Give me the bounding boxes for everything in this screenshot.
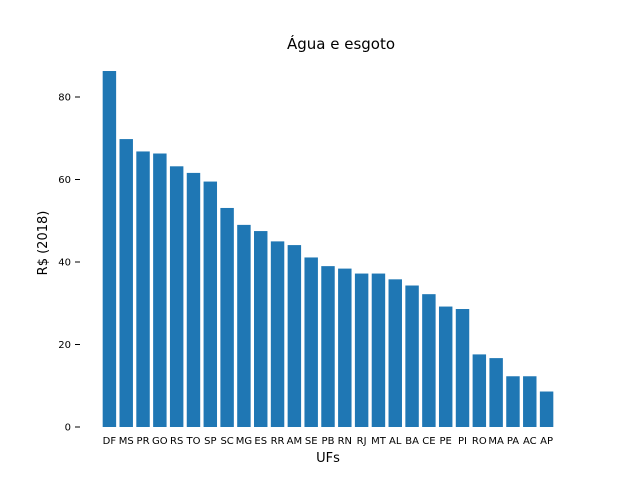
x-tick-label-to: TO (185, 436, 200, 447)
x-tick-label-mt: MT (371, 436, 387, 447)
bar-am (287, 245, 302, 427)
x-tick-label-df: DF (103, 436, 117, 447)
x-tick-label-ac: AC (523, 436, 537, 447)
bars-layer (102, 71, 554, 428)
x-tick-label-am: AM (287, 436, 302, 447)
x-tick-label-pb: PB (322, 436, 335, 447)
x-tick-label-sc: SC (220, 436, 233, 447)
x-tick-label-rn: RN (338, 436, 352, 447)
x-tick-label-al: AL (389, 436, 402, 447)
x-tick-label-ba: BA (405, 436, 419, 447)
y-axis-title: R$ (2018) (36, 211, 51, 276)
x-tick-label-rj: RJ (357, 436, 367, 447)
bar-ro (472, 354, 487, 427)
x-tick-label-ce: CE (422, 436, 435, 447)
bar-rn (338, 268, 352, 427)
x-axis-title: UFs (316, 451, 340, 466)
bar-pr (136, 151, 150, 427)
x-tick-label-pa: PA (507, 436, 519, 447)
x-tick-label-pi: PI (458, 436, 467, 447)
bar-rs (169, 166, 184, 428)
bar-rj (354, 273, 369, 427)
bar-sp (203, 181, 218, 427)
bar-ms (119, 139, 133, 427)
y-tick-label-20: 20 (58, 340, 71, 351)
bar-go (153, 153, 167, 427)
x-tick-label-rs: RS (170, 436, 183, 447)
x-tick-label-ap: AP (540, 436, 553, 447)
bar-pe (438, 306, 453, 427)
y-tick-label-60: 60 (58, 175, 71, 186)
bar-to (186, 172, 201, 427)
x-tick-label-pe: PE (440, 436, 452, 447)
x-tick-label-ma: MA (488, 436, 504, 447)
bar-al (388, 279, 402, 427)
bar-ma (489, 358, 503, 427)
bar-ba (405, 285, 419, 427)
y-tick-label-40: 40 (58, 258, 71, 269)
bar-rr (270, 241, 285, 428)
bar-ap (539, 391, 554, 427)
bar-pa (506, 376, 520, 427)
y-axis: 0 20 40 60 80 (58, 93, 80, 434)
chart-title: Água e esgoto (287, 34, 395, 53)
bar-es (254, 231, 268, 427)
bar-ac (523, 376, 537, 427)
x-tick-label-se: SE (305, 436, 318, 447)
bar-se (304, 257, 318, 427)
y-tick-label-80: 80 (58, 93, 71, 104)
bar-pb (321, 266, 335, 428)
x-tick-label-go: GO (152, 436, 168, 447)
bar-sc (220, 207, 234, 427)
x-tick-label-ms: MS (119, 436, 134, 447)
bar-mg (237, 224, 251, 427)
x-tick-label-rr: RR (271, 436, 285, 447)
bar-df (102, 71, 117, 427)
y-tick-label-0: 0 (65, 423, 71, 434)
bar-ce (422, 294, 436, 427)
bar-pi (455, 309, 470, 427)
x-tick-label-sp: SP (204, 436, 216, 447)
x-tick-label-ro: RO (472, 436, 487, 447)
bar-mt (371, 273, 386, 427)
x-axis: DF MS PR GO RS TO SP SC MG ES RR AM SE PB RN RJ MT AL BA CE… (103, 436, 553, 447)
x-tick-label-pr: PR (137, 436, 150, 447)
x-tick-label-es: ES (254, 436, 267, 447)
x-tick-label-mg: MG (236, 436, 252, 447)
